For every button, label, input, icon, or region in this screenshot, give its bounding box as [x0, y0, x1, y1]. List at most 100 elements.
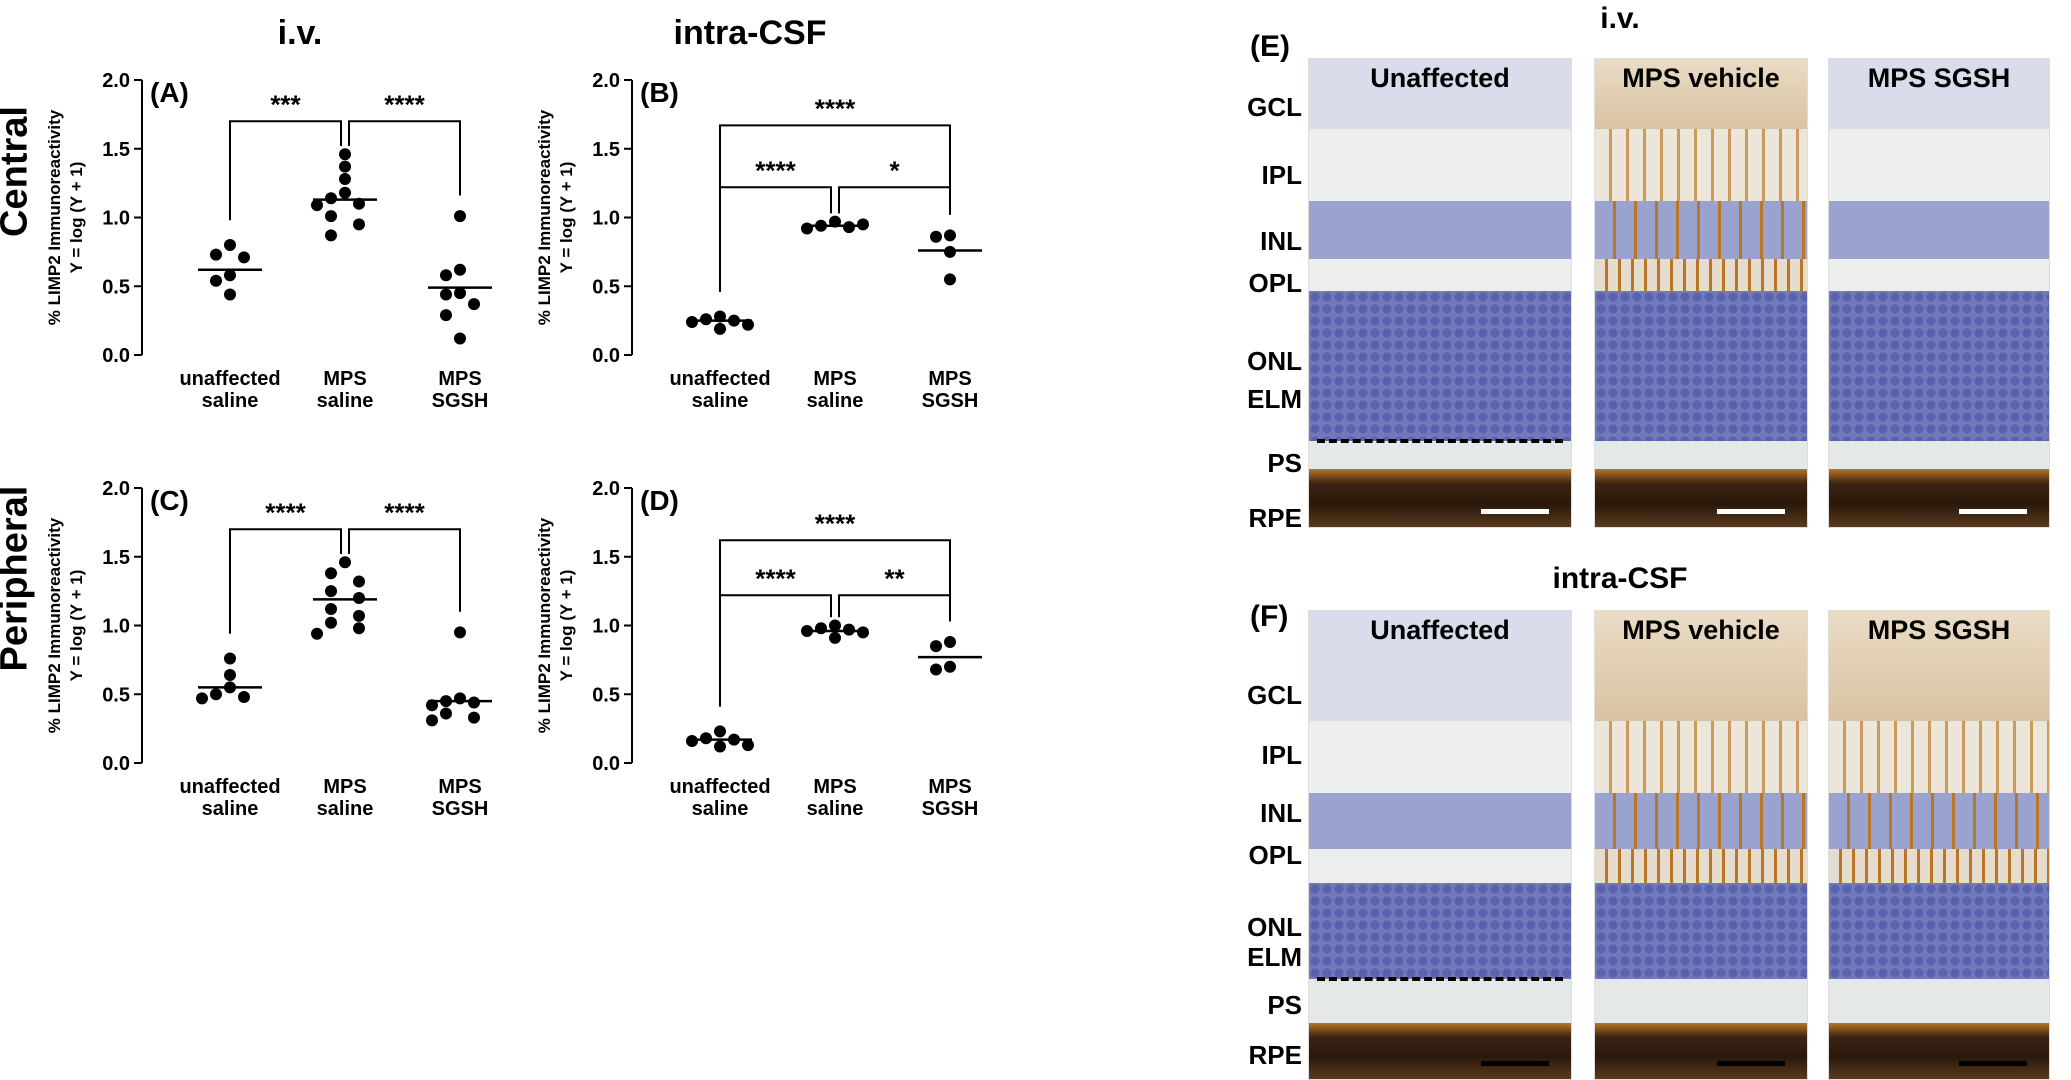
data-point	[311, 627, 323, 640]
data-point	[944, 229, 956, 242]
data-point	[325, 192, 337, 205]
ganglion-cell-layer	[1309, 611, 1571, 721]
data-point	[930, 640, 942, 653]
category-label: saline	[202, 390, 259, 412]
y-axis-label-line2: Y = log (Y + 1)	[67, 162, 86, 274]
chart-panel-a: % LIMP2 Immunoreactivity Y = log (Y + 1) 0…	[45, 70, 492, 412]
category-label: unaffected	[669, 776, 770, 798]
y-tick-label: 0.0	[592, 753, 620, 775]
data-point	[325, 210, 337, 223]
y-tick-label: 1.0	[102, 616, 130, 638]
data-point	[224, 669, 236, 681]
data-point	[944, 660, 956, 673]
external-limiting-membrane-line	[1317, 977, 1563, 981]
category-label: MPS	[813, 776, 856, 798]
significance-label: ****	[755, 563, 796, 593]
inner-plexiform-layer	[1829, 721, 2049, 793]
inner-nuclear-layer	[1309, 793, 1571, 849]
y-tick-label: 1.5	[592, 139, 620, 161]
inner-nuclear-layer	[1309, 201, 1571, 259]
data-point	[944, 245, 956, 258]
data-point	[700, 313, 712, 326]
y-axis-label: % LIMP2 Immunoreactivity Y = log (Y + 1)	[45, 517, 86, 733]
retina-micrograph: MPS vehicle	[1594, 610, 1808, 1080]
inner-nuclear-layer	[1829, 793, 2049, 849]
data-point	[815, 622, 827, 635]
y-tick-label: 0.5	[102, 684, 130, 706]
retina-micrograph: Unaffected	[1308, 610, 1572, 1080]
retinal-pigment-epithelium	[1309, 469, 1571, 527]
layer-label-rpe: RPE	[1248, 503, 1302, 533]
data-point	[454, 263, 466, 276]
retinal-pigment-epithelium	[1595, 1023, 1807, 1079]
inner-plexiform-layer	[1309, 721, 1571, 793]
data-point	[238, 251, 250, 264]
data-point	[843, 221, 855, 234]
inner-plexiform-layer	[1829, 129, 2049, 201]
category-label: unaffected	[669, 368, 770, 390]
retina-micrograph: Unaffected	[1308, 58, 1572, 528]
chart-panel-b: % LIMP2 Immunoreactivity Y = log (Y + 1) 0…	[535, 70, 982, 412]
panel-label: (D)	[640, 485, 679, 516]
outer-nuclear-layer	[1309, 291, 1571, 441]
micrograph-f-panel-label: (F)	[1250, 600, 1289, 633]
data-point	[829, 631, 841, 644]
data-point	[440, 269, 452, 282]
retinal-pigment-epithelium	[1309, 1023, 1571, 1079]
y-axis-label: % LIMP2 Immunoreactivity Y = log (Y + 1)	[535, 517, 576, 733]
y-axis-label-line1: % LIMP2 Immunoreactivity	[535, 517, 554, 733]
data-point	[311, 199, 323, 212]
y-axis-label: % LIMP2 Immunoreactivity Y = log (Y + 1)	[535, 109, 576, 325]
inner-nuclear-layer	[1595, 201, 1807, 259]
y-axis-label-line1: % LIMP2 Immunoreactivity	[45, 517, 64, 733]
outer-nuclear-layer	[1309, 883, 1571, 979]
significance-bracket	[348, 120, 461, 196]
category-label: saline	[807, 390, 864, 412]
category-label: MPS	[323, 368, 366, 390]
data-point	[325, 585, 337, 598]
data-point	[224, 239, 236, 251]
significance-label: ****	[384, 89, 425, 119]
external-limiting-membrane-line	[1317, 439, 1563, 443]
layer-label-rpe: RPE	[1248, 1040, 1302, 1070]
category-label: saline	[692, 798, 749, 820]
csf-chart-column-title: intra-CSF	[673, 14, 827, 52]
micrograph-e-group-title: i.v.	[1600, 2, 1640, 35]
significance-bracket	[348, 528, 461, 612]
outer-nuclear-layer	[1829, 291, 2049, 441]
data-point	[210, 688, 222, 701]
y-tick-label: 2.0	[592, 70, 620, 92]
data-point	[325, 603, 337, 615]
retinal-pigment-epithelium	[1829, 469, 2049, 527]
data-point	[930, 663, 942, 676]
outer-nuclear-layer	[1595, 291, 1807, 441]
retina-micrograph: MPS vehicle	[1594, 58, 1808, 528]
layer-label-opl: OPL	[1248, 268, 1302, 298]
y-axis-label-line2: Y = log (Y + 1)	[557, 162, 576, 274]
data-point	[801, 222, 813, 235]
scale-bar	[1959, 509, 2027, 514]
data-point	[843, 623, 855, 636]
category-label: MPS	[438, 368, 481, 390]
outer-plexiform-layer	[1309, 849, 1571, 883]
inner-plexiform-layer	[1595, 129, 1807, 201]
scale-bar	[1959, 1061, 2027, 1066]
outer-plexiform-layer	[1595, 849, 1807, 883]
data-point	[353, 575, 365, 588]
category-label: SGSH	[922, 798, 979, 820]
data-point	[224, 288, 236, 301]
y-tick-label: 0.0	[592, 345, 620, 367]
y-tick-label: 1.5	[102, 547, 130, 569]
data-point	[468, 696, 480, 709]
y-tick-label: 2.0	[592, 478, 620, 500]
data-point	[353, 592, 365, 604]
category-label: saline	[807, 798, 864, 820]
micrograph-f-group-title: intra-CSF	[1552, 562, 1688, 595]
data-point	[944, 273, 956, 286]
significance-label: ***	[270, 89, 301, 119]
micrograph-title: MPS vehicle	[1622, 615, 1780, 645]
data-point	[238, 691, 250, 703]
significance-bracket	[229, 528, 342, 634]
data-point	[196, 692, 208, 705]
significance-label: **	[884, 563, 905, 593]
